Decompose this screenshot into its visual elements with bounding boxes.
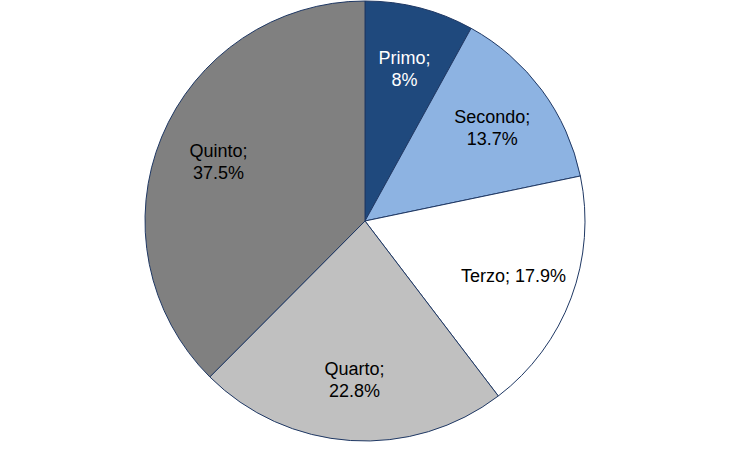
svg-text:Terzo; 17.9%: Terzo; 17.9%	[461, 266, 566, 286]
svg-text:Secondo;13.7%: Secondo;13.7%	[454, 107, 530, 149]
svg-text:Primo;8%: Primo;8%	[378, 48, 430, 90]
svg-text:Quinto;37.5%: Quinto;37.5%	[190, 141, 248, 183]
svg-text:Quarto;22.8%: Quarto;22.8%	[325, 359, 385, 401]
